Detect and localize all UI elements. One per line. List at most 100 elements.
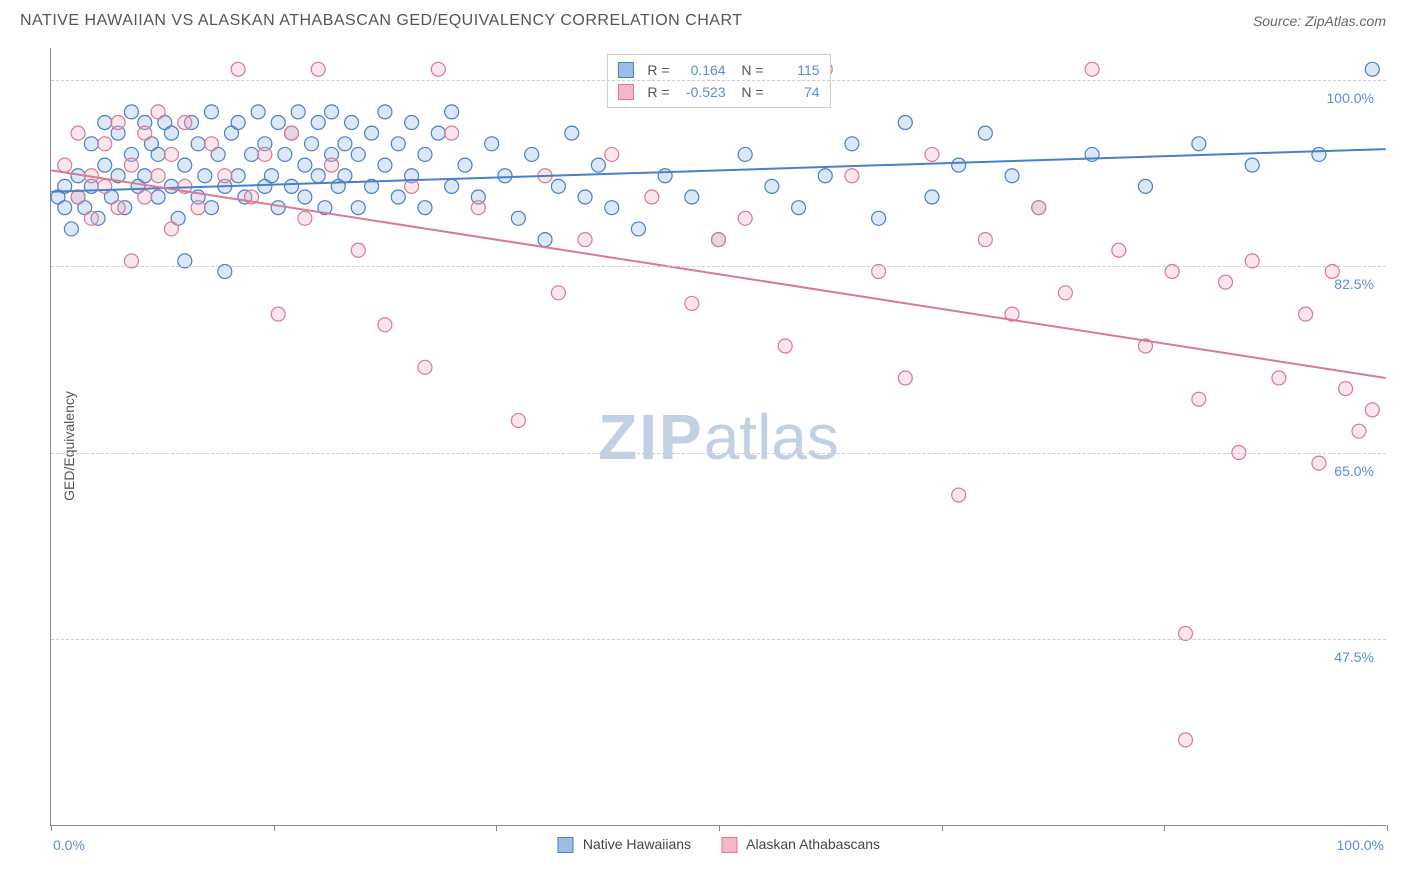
data-point (978, 126, 992, 140)
data-point (151, 105, 165, 119)
data-point (685, 296, 699, 310)
data-point (231, 116, 245, 130)
data-point (298, 211, 312, 225)
data-point (151, 190, 165, 204)
data-point (471, 201, 485, 215)
data-point (298, 158, 312, 172)
data-point (98, 116, 112, 130)
x-tick (496, 825, 497, 831)
data-point (378, 105, 392, 119)
x-tick (719, 825, 720, 831)
data-point (178, 116, 192, 130)
data-point (164, 126, 178, 140)
data-point (765, 179, 779, 193)
data-point (325, 158, 339, 172)
data-point (631, 222, 645, 236)
data-point (58, 158, 72, 172)
data-point (778, 339, 792, 353)
data-point (498, 169, 512, 183)
data-point (178, 158, 192, 172)
data-point (351, 243, 365, 257)
x-axis-max-label: 100.0% (1337, 837, 1384, 853)
data-point (298, 190, 312, 204)
data-point (124, 105, 138, 119)
data-point (485, 137, 499, 151)
data-point (198, 169, 212, 183)
data-point (71, 190, 85, 204)
data-point (605, 147, 619, 161)
data-point (378, 318, 392, 332)
n-value-1: 115 (772, 59, 820, 81)
data-point (311, 62, 325, 76)
data-point (458, 158, 472, 172)
y-tick-label: 100.0% (1327, 90, 1374, 106)
data-point (98, 137, 112, 151)
data-point (845, 169, 859, 183)
data-point (64, 222, 78, 236)
data-point (285, 126, 299, 140)
data-point (511, 414, 525, 428)
data-point (1005, 169, 1019, 183)
data-point (84, 211, 98, 225)
data-point (265, 169, 279, 183)
data-point (1339, 382, 1353, 396)
data-point (204, 137, 218, 151)
r-value-1: 0.164 (678, 59, 726, 81)
data-point (925, 190, 939, 204)
data-point (164, 222, 178, 236)
x-tick (51, 825, 52, 831)
data-point (71, 126, 85, 140)
data-point (645, 190, 659, 204)
data-point (124, 158, 138, 172)
gridline (51, 639, 1386, 640)
data-point (204, 201, 218, 215)
data-point (258, 147, 272, 161)
data-point (538, 233, 552, 247)
n-value-2: 74 (772, 81, 820, 103)
data-point (138, 126, 152, 140)
data-point (151, 147, 165, 161)
correlation-row-1: R = 0.164 N = 115 (617, 59, 819, 81)
n-label: N = (734, 59, 764, 81)
data-point (98, 179, 112, 193)
data-point (738, 147, 752, 161)
data-point (1365, 403, 1379, 417)
data-point (271, 116, 285, 130)
legend-item-1: Native Hawaiians (557, 836, 691, 853)
data-point (164, 147, 178, 161)
data-point (345, 116, 359, 130)
data-point (151, 169, 165, 183)
data-point (792, 201, 806, 215)
data-point (191, 137, 205, 151)
data-point (1219, 275, 1233, 289)
data-point (685, 190, 699, 204)
data-point (311, 116, 325, 130)
data-point (578, 190, 592, 204)
r-label: R = (647, 81, 669, 103)
data-point (551, 286, 565, 300)
r-value-2: -0.523 (678, 81, 726, 103)
data-point (418, 201, 432, 215)
data-point (1299, 307, 1313, 321)
x-tick (1387, 825, 1388, 831)
data-point (58, 201, 72, 215)
data-point (405, 116, 419, 130)
trendline (51, 170, 1385, 378)
data-point (98, 158, 112, 172)
data-point (311, 169, 325, 183)
data-point (271, 201, 285, 215)
x-tick (1164, 825, 1165, 831)
data-point (1179, 733, 1193, 747)
data-point (1138, 179, 1152, 193)
data-point (445, 105, 459, 119)
data-point (952, 158, 966, 172)
data-point (952, 488, 966, 502)
legend-item-2: Alaskan Athabascans (721, 836, 880, 853)
swatch-series-1 (617, 62, 633, 78)
data-point (925, 147, 939, 161)
data-point (405, 179, 419, 193)
series-legend: Native Hawaiians Alaskan Athabascans (557, 836, 880, 853)
swatch-series-2 (721, 837, 737, 853)
data-point (1058, 286, 1072, 300)
data-point (1312, 147, 1326, 161)
